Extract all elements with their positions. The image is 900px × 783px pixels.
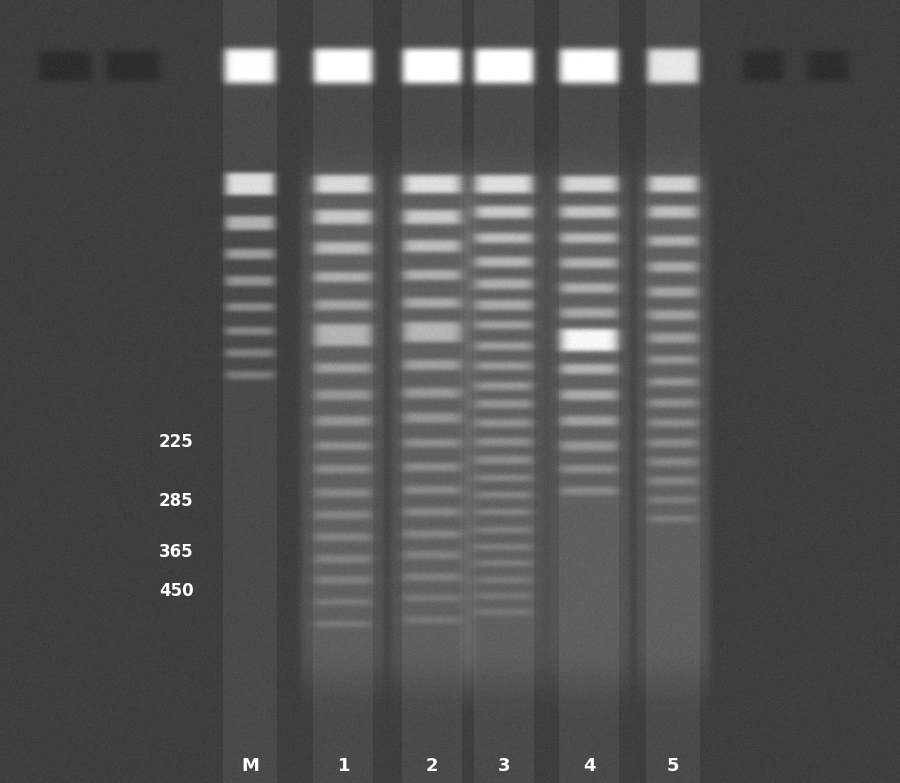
Text: 5: 5 xyxy=(667,757,680,774)
Text: 225: 225 xyxy=(158,434,194,451)
Text: M: M xyxy=(241,757,259,774)
Text: 450: 450 xyxy=(159,583,194,600)
Text: 365: 365 xyxy=(159,543,194,561)
Text: 3: 3 xyxy=(498,757,510,774)
Text: 2: 2 xyxy=(426,757,438,774)
Text: 285: 285 xyxy=(159,493,194,510)
Text: 1: 1 xyxy=(338,757,350,774)
Text: 4: 4 xyxy=(583,757,596,774)
